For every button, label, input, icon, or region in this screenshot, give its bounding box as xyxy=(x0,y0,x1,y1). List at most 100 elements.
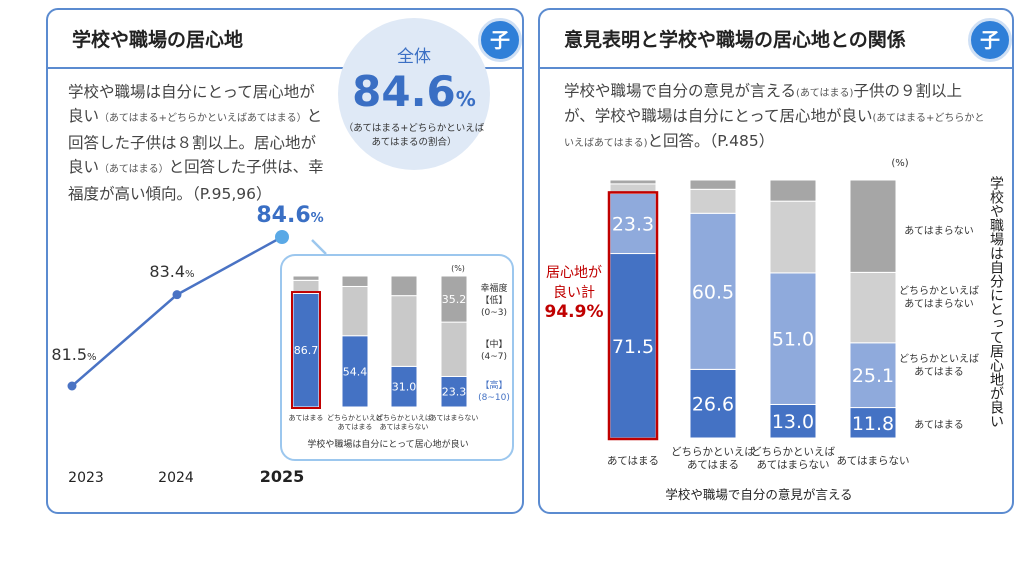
left-desc-line-4: 良い（あてはまる）と回答した子供は、幸 xyxy=(68,155,368,182)
category-label: どちらかといえばあてはまらない xyxy=(751,446,835,471)
inset-category-label: あてはまる xyxy=(289,414,324,422)
trend-point-label: 84.6% xyxy=(256,203,323,228)
left-desc-2b: （あてはまる+どちらかといえばあてはまる） xyxy=(99,113,307,124)
overall-value-wrap: 84.6% xyxy=(338,67,490,116)
child-badge-left: 子 xyxy=(478,18,522,62)
right-desc-line-1: 学校や職場で自分の意見が言える(あてはまる)子供の９割以上 xyxy=(564,80,1004,105)
inset-bar-segment xyxy=(390,365,418,408)
right-desc-2a: が、学校や職場は自分にとって居心地が良い xyxy=(564,107,873,125)
right-desc-1b: (あてはまる) xyxy=(796,88,854,99)
right-desc-line-3: いえばあてはまる)と回答。（P.485） xyxy=(564,130,1004,155)
left-desc-4b: （あてはまる） xyxy=(99,164,169,175)
category-label: どちらかといえばあてはまる xyxy=(671,446,755,471)
right-desc-1a: 学校や職場で自分の意見が言える xyxy=(564,82,797,100)
inset-bar-segment xyxy=(440,375,468,408)
bar-data-label: 13.0 xyxy=(772,411,814,433)
bar-segment xyxy=(609,253,657,439)
right-desc-1c: 子供の９割以上 xyxy=(853,82,962,100)
left-panel-header: 学校や職場の居心地 xyxy=(48,10,522,69)
y-axis-title: 学校や職場は自分にとって居心地が良い xyxy=(988,176,1004,428)
inset-legend-text: (0~3) xyxy=(481,308,507,318)
inset-legend-text: (4~7) xyxy=(481,352,507,362)
inset-bar-segment xyxy=(440,321,468,377)
category-label: あてはまらない xyxy=(836,455,909,467)
year-tick-label: 2025 xyxy=(260,467,305,486)
inset-bar-segment xyxy=(440,275,468,323)
right-panel-title: 意見表明と学校や職場の居心地との関係 xyxy=(564,29,906,51)
legend-entry: どちらかといえばあてはまる xyxy=(899,353,979,378)
left-desc-line-3: 回答した子供は８割以上。居心地が xyxy=(68,134,317,152)
bar-data-label: 60.5 xyxy=(692,281,734,303)
left-description: 学校や職場は自分にとって居心地が 良い（あてはまる+どちらかといえばあてはまる）… xyxy=(68,80,368,206)
overall-unit: % xyxy=(455,87,476,111)
callout-line-1: 居心地が xyxy=(546,265,602,281)
bar-segment xyxy=(689,179,737,190)
right-description: 学校や職場で自分の意見が言える(あてはまる)子供の９割以上 が、学校や職場は自分… xyxy=(564,80,1004,155)
left-desc-4a: 良い xyxy=(68,158,100,176)
left-desc-line-1: 学校や職場は自分にとって居心地が xyxy=(68,83,315,101)
highlight-box xyxy=(607,191,659,441)
left-desc-line-2: 良い（あてはまる+どちらかといえばあてはまる）と xyxy=(68,104,368,131)
inset-legend-text: 【高】 xyxy=(480,379,507,391)
inset-highlight-box xyxy=(291,291,321,409)
bar-segment xyxy=(769,179,817,202)
bar-data-label: 26.6 xyxy=(692,394,734,416)
overall-label: 全体 xyxy=(397,47,431,67)
trend-point-label: 81.5% xyxy=(51,345,96,364)
inset-x-title: 学校や職場は自分にとって居心地が良い xyxy=(307,438,468,450)
category-label: あてはまる xyxy=(607,455,659,467)
inset-legend-text: (8~10) xyxy=(478,393,510,403)
bar-segment xyxy=(769,200,817,274)
inset-data-label: 23.3 xyxy=(442,386,467,399)
left-desc-2a: 良い xyxy=(68,107,100,125)
inset-legend-text: 【中】 xyxy=(480,338,507,350)
inset-unit: (%) xyxy=(451,264,465,273)
bar-segment xyxy=(849,271,897,344)
inset-bar-segment xyxy=(292,292,320,408)
bar-segment xyxy=(609,179,657,185)
inset-bar-segment xyxy=(292,275,320,281)
overall-note-2: あてはまるの割合） xyxy=(371,137,457,148)
trend-point-label: 83.4% xyxy=(149,262,194,281)
happiness-stacked-chart: 86.7 あてはまる 54.4 どちらかといえばあてはまる 31.0 どちらかといえばあて… xyxy=(280,254,514,461)
right-panel-header: 意見表明と学校や職場の居心地との関係 xyxy=(540,10,1012,69)
right-desc-3b: と回答。（P.485） xyxy=(647,132,775,150)
right-desc-2b: (あてはまる+どちらかと xyxy=(872,113,985,124)
bar-data-label: 23.3 xyxy=(612,213,654,235)
unit-label: (%) xyxy=(891,158,908,169)
bar-data-label: 51.0 xyxy=(772,329,814,351)
bar-segment xyxy=(689,368,737,439)
bar-segment xyxy=(849,342,897,409)
callout: 居心地が 良い計 94.9% xyxy=(538,262,610,322)
bar-data-label: 71.5 xyxy=(612,336,654,358)
year-tick-label: 2024 xyxy=(158,470,194,486)
overall-note-1: （あてはまる+どちらかといえば xyxy=(343,123,485,134)
inset-bar-segment xyxy=(341,335,369,408)
bar-data-label: 25.1 xyxy=(852,365,894,387)
callout-value: 94.9% xyxy=(544,302,604,322)
trend-point xyxy=(172,290,182,300)
legend-entry: あてはまる xyxy=(914,419,964,431)
legend-entry: あてはまらない xyxy=(904,225,974,237)
right-desc-3a: いえばあてはまる) xyxy=(564,138,648,149)
bar-segment xyxy=(849,179,897,273)
x-axis-title: 学校や職場で自分の意見が言える xyxy=(665,487,852,502)
trend-point xyxy=(67,381,77,391)
legend-entry: どちらかといえばあてはまらない xyxy=(899,285,979,310)
inset-legend-text: 【低】 xyxy=(480,294,507,306)
left-desc-4c: と回答した子供は、幸 xyxy=(168,158,324,176)
inset-connector xyxy=(311,239,327,255)
trend-line-chart: 81.5% 83.4% 84.6% 2023 2024 2025 xyxy=(51,203,327,486)
year-tick-label: 2023 xyxy=(68,470,104,486)
callout-line-2: 良い計 xyxy=(553,285,595,301)
bar-segment xyxy=(769,272,817,405)
overall-circle: 全体 84.6% （あてはまる+どちらかといえば あてはまるの割合） xyxy=(338,18,490,170)
inset-bar-segment xyxy=(341,275,369,287)
overall-value: 84.6 xyxy=(352,67,456,116)
left-panel-title: 学校や職場の居心地 xyxy=(72,29,244,51)
child-badge-right: 子 xyxy=(968,18,1012,62)
inset-data-label: 31.0 xyxy=(392,381,417,394)
bar-segment xyxy=(689,188,737,214)
inset-data-label: 86.7 xyxy=(294,344,319,357)
